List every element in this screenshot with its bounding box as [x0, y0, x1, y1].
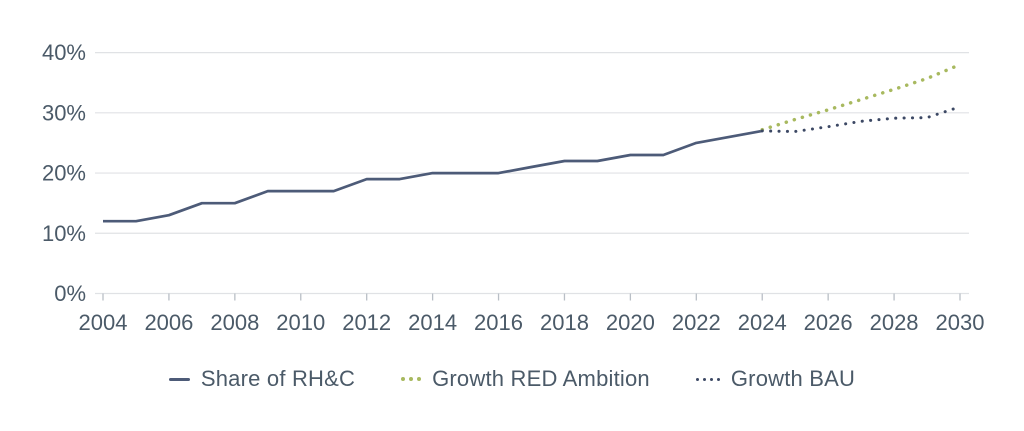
line-chart-plot: 0% 10% 20% 30% 40% 2004 2006 2008 2010 2012 2014 20…	[42, 40, 985, 335]
svg-text:2004: 2004	[79, 310, 128, 335]
svg-text:2010: 2010	[276, 310, 325, 335]
svg-text:2008: 2008	[210, 310, 259, 335]
svg-text:2028: 2028	[870, 310, 919, 335]
legend-item-growth-bau: Growth BAU	[695, 366, 856, 392]
svg-text:40%: 40%	[42, 40, 86, 65]
legend-item-growth-red-ambition: Growth RED Ambition	[401, 366, 650, 392]
svg-text:2016: 2016	[474, 310, 523, 335]
svg-text:2024: 2024	[738, 310, 787, 335]
legend-label: Growth RED Ambition	[432, 366, 650, 391]
svg-text:20%: 20%	[42, 161, 86, 186]
svg-text:10%: 10%	[42, 221, 86, 246]
svg-text:2026: 2026	[804, 310, 853, 335]
svg-text:30%: 30%	[42, 100, 86, 125]
legend-label: Share of RH&C	[200, 366, 356, 391]
dotted-line-marker-icon	[695, 377, 720, 381]
svg-text:0%: 0%	[54, 281, 86, 306]
svg-text:2014: 2014	[408, 310, 457, 335]
chart-legend: Share of RH&C Growth RED Ambition Growth…	[0, 366, 1024, 392]
svg-text:2022: 2022	[672, 310, 721, 335]
svg-text:2020: 2020	[606, 310, 655, 335]
legend-item-share-of-rhc: Share of RH&C	[168, 366, 356, 392]
solid-line-marker-icon	[168, 377, 190, 381]
svg-text:2006: 2006	[144, 310, 193, 335]
legend-label: Growth BAU	[730, 366, 856, 391]
svg-text:2012: 2012	[342, 310, 391, 335]
dotted-line-marker-icon	[401, 377, 422, 381]
svg-text:2018: 2018	[540, 310, 589, 335]
svg-text:2030: 2030	[936, 310, 985, 335]
